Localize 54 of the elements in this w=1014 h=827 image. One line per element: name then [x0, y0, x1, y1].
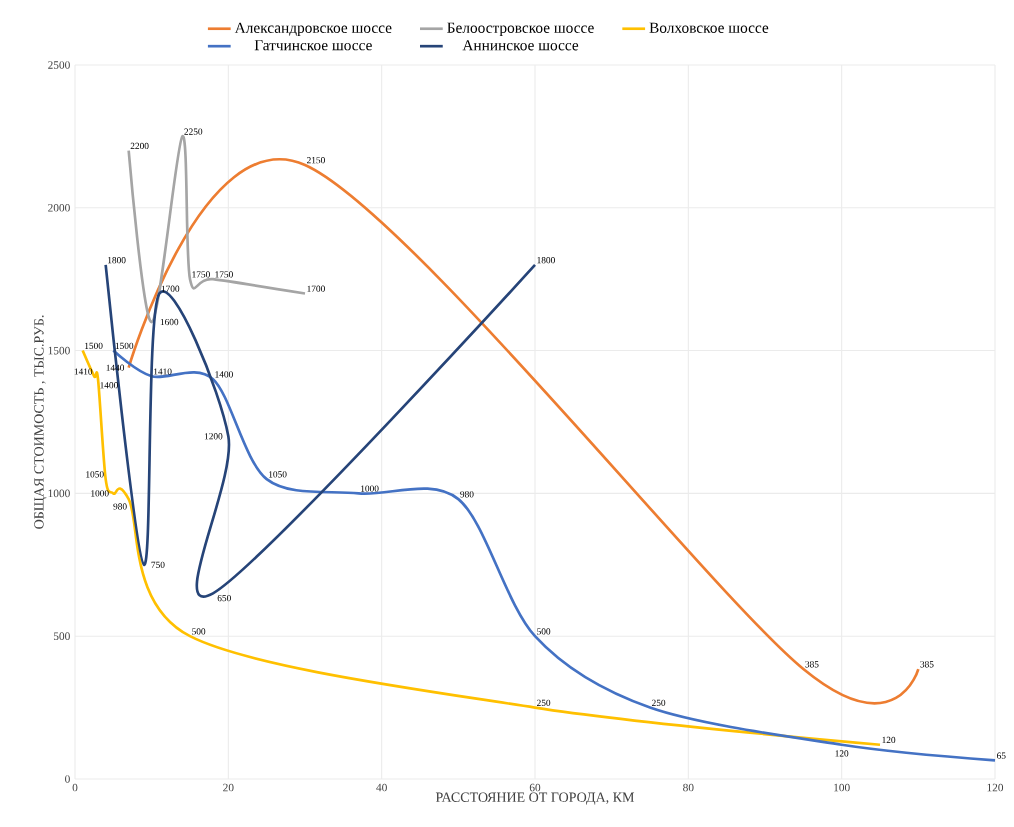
data-label: 2200 — [130, 142, 149, 150]
legend-label: Волховское шоссе — [649, 22, 769, 33]
data-label: 500 — [192, 628, 206, 635]
data-label: 1700 — [161, 285, 180, 292]
data-label: 250 — [537, 699, 551, 706]
data-label: 1500 — [115, 342, 134, 349]
x-tick-label: 0 — [72, 783, 78, 792]
data-label: 980 — [113, 503, 127, 510]
x-tick-label: 20 — [223, 783, 234, 792]
data-label: 650 — [217, 594, 231, 602]
data-label: 2250 — [184, 128, 203, 135]
y-tick-label: 1500 — [48, 346, 70, 355]
data-label: 1000 — [91, 490, 109, 497]
y-tick-label: 2000 — [48, 203, 70, 212]
data-label: 385 — [805, 661, 819, 668]
x-axis-title: РАССТОЯНИЕ ОТ ГОРОДА, КМ — [435, 792, 635, 805]
y-tick-label: 1000 — [48, 489, 70, 498]
data-label: 385 — [920, 661, 934, 668]
data-label: 1500 — [85, 342, 103, 349]
data-label: 1000 — [361, 485, 379, 492]
data-label: 1600 — [160, 318, 179, 326]
data-label: 1050 — [269, 471, 287, 478]
data-label: 120 — [882, 736, 896, 744]
legend-label: Аннинское шоссе — [462, 40, 579, 51]
y-axis-title: ОБЩАЯ СТОИМОСТЬ , ТЫС.РУБ. — [34, 315, 47, 529]
data-label: 1800 — [108, 257, 126, 264]
legend-label: Александровское шоссе — [234, 22, 392, 37]
data-label: 1800 — [537, 257, 555, 264]
y-tick-label: 2500 — [48, 61, 70, 69]
data-label: 1700 — [307, 285, 325, 292]
data-label: 1400 — [100, 382, 118, 389]
data-label: 120 — [835, 750, 849, 757]
data-label: 1050 — [86, 471, 104, 478]
x-tick-label: 60 — [529, 783, 541, 792]
x-tick-label: 80 — [683, 783, 694, 792]
legend-label: Гатчинское шоссе — [254, 40, 372, 51]
data-label: 65 — [997, 752, 1006, 759]
y-tick-label: 0 — [65, 775, 70, 783]
data-label: 2150 — [307, 157, 325, 164]
data-label: 980 — [460, 491, 474, 498]
x-tick-label: 100 — [834, 783, 850, 792]
data-label: 1400 — [215, 371, 233, 378]
data-label: 1200 — [204, 433, 223, 440]
x-tick-label: 120 — [987, 783, 1004, 792]
data-label: 750 — [151, 561, 165, 568]
line-series — [127, 135, 307, 324]
data-label: 250 — [652, 699, 666, 706]
x-tick-label: 40 — [376, 783, 387, 792]
data-label: 1750 — [192, 271, 210, 278]
data-label: 500 — [537, 628, 551, 635]
data-label: 1410 — [154, 368, 172, 375]
y-tick-label: 500 — [53, 632, 70, 640]
data-label: 1750 — [215, 271, 233, 278]
legend-label: Белоостровское шоссе — [447, 22, 594, 37]
